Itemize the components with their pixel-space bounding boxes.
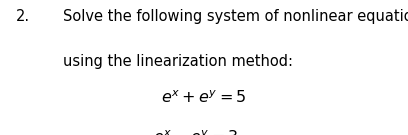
Text: using the linearization method:: using the linearization method: [63,54,293,69]
Text: $e^x + e^y = 5$: $e^x + e^y = 5$ [161,90,247,107]
Text: Solve the following system of nonlinear equations: Solve the following system of nonlinear … [63,9,408,24]
Text: $e^x - e^y = 3$: $e^x - e^y = 3$ [153,130,239,135]
Text: 2.: 2. [16,9,30,24]
